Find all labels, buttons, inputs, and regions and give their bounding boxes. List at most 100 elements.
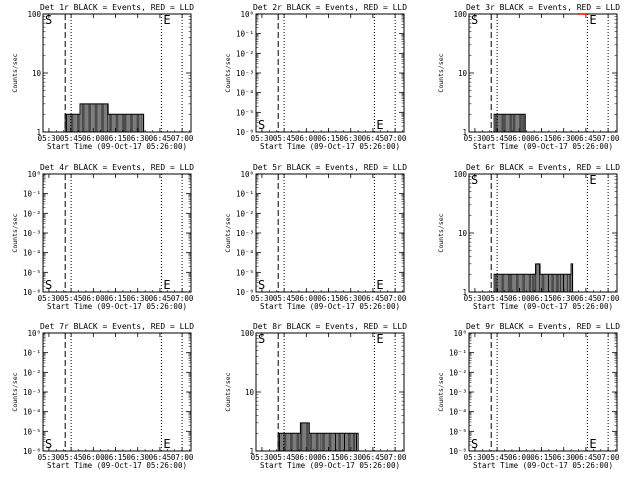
start-marker-label: S	[45, 278, 52, 292]
start-marker-label: S	[258, 332, 265, 346]
x-axis-label: Start Time (09-Oct-17 05:26:00)	[260, 142, 400, 151]
y-tick-label: 10⁻³	[236, 69, 254, 78]
x-tick-label: 05:30	[464, 453, 487, 462]
x-tick-label: 06:00	[508, 294, 531, 303]
y-tick-label: 10⁻²	[23, 368, 41, 377]
x-tick-label: 06:45	[575, 294, 598, 303]
x-axis-label: Start Time (09-Oct-17 05:26:00)	[473, 461, 613, 470]
y-tick-label: 10⁰	[27, 170, 41, 179]
x-tick-label: 06:15	[104, 453, 127, 462]
x-tick-label: 05:45	[486, 453, 509, 462]
y-tick-label: 10⁻²	[449, 368, 467, 377]
panel-det-7: Det 7r BLACK = Events, RED = LLD 05:30 05:…	[11, 322, 194, 470]
y-tick-label: 10⁻⁶	[449, 447, 467, 456]
x-tick-label: 06:15	[104, 134, 127, 143]
x-tick-label: 06:00	[295, 134, 318, 143]
x-tick-label: 06:15	[317, 294, 340, 303]
y-axis-label: Counts/sec	[224, 53, 232, 92]
x-tick-label: 06:30	[339, 453, 362, 462]
x-tick-label: 05:45	[60, 453, 83, 462]
x-tick-label: 06:30	[126, 294, 149, 303]
x-tick-label: 06:45	[575, 134, 598, 143]
y-tick-label: 10⁻³	[23, 388, 41, 397]
panel-title: Det 3r BLACK = Events, RED = LLD	[466, 3, 620, 12]
y-tick-label: 10⁻⁵	[236, 108, 254, 117]
y-tick-label: 10⁻¹	[449, 349, 467, 358]
y-tick-label: 10⁻³	[236, 229, 254, 238]
x-tick-label: 06:15	[530, 134, 553, 143]
end-marker-label: E	[163, 278, 170, 292]
panel-title: Det 8r BLACK = Events, RED = LLD	[253, 322, 407, 331]
x-tick-label: 07:00	[171, 134, 194, 143]
events-series-line	[469, 113, 551, 133]
y-axis-label: Counts/sec	[437, 53, 445, 92]
y-tick-label: 10⁻⁶	[236, 128, 254, 137]
x-tick-label: 05:45	[273, 453, 296, 462]
x-tick-label: 05:30	[38, 134, 61, 143]
y-tick-label: 1	[36, 128, 41, 137]
end-marker-label: E	[163, 13, 170, 27]
y-tick-label: 10⁻⁶	[23, 447, 41, 456]
panel-det-3: Det 3r BLACK = Events, RED = LLD 05:30 05:…	[437, 3, 620, 151]
panel-title: Det 6r BLACK = Events, RED = LLD	[466, 163, 620, 172]
y-tick-label: 10⁻⁴	[23, 249, 41, 258]
y-tick-label: 10⁻⁵	[449, 427, 467, 436]
y-axis-label: Counts/sec	[224, 372, 232, 411]
x-axis-label: Start Time (09-Oct-17 05:26:00)	[47, 142, 187, 151]
y-tick-label: 100	[27, 10, 41, 19]
x-tick-label: 05:45	[486, 134, 509, 143]
panel-title: Det 5r BLACK = Events, RED = LLD	[253, 163, 407, 172]
x-tick-label: 05:30	[38, 294, 61, 303]
x-tick-label: 06:15	[530, 294, 553, 303]
y-axis-label: Counts/sec	[11, 372, 19, 411]
x-tick-label: 06:45	[149, 453, 172, 462]
y-axis-label: Counts/sec	[11, 213, 19, 252]
y-tick-label: 10⁻⁶	[236, 288, 254, 297]
end-marker-label: E	[163, 437, 170, 451]
x-tick-label: 06:15	[317, 134, 340, 143]
y-tick-label: 10⁻²	[236, 209, 254, 218]
x-tick-label: 05:45	[273, 134, 296, 143]
x-tick-label: 06:00	[82, 294, 105, 303]
x-tick-label: 05:45	[60, 294, 83, 303]
y-tick-label: 10⁻⁵	[23, 427, 41, 436]
x-tick-label: 06:00	[82, 453, 105, 462]
x-tick-label: 05:30	[251, 453, 274, 462]
y-tick-label: 10	[458, 229, 468, 238]
x-tick-label: 06:30	[126, 453, 149, 462]
x-tick-label: 05:45	[273, 294, 296, 303]
end-marker-label: E	[376, 332, 383, 346]
y-tick-label: 10	[32, 69, 42, 78]
start-marker-label: S	[471, 173, 478, 187]
x-tick-label: 06:45	[362, 294, 385, 303]
panel-title: Det 9r BLACK = Events, RED = LLD	[466, 322, 620, 331]
y-tick-label: 10	[458, 69, 468, 78]
y-tick-label: 10⁻⁵	[236, 268, 254, 277]
x-tick-label: 05:30	[251, 134, 274, 143]
y-tick-label: 100	[453, 10, 467, 19]
x-tick-label: 06:30	[126, 134, 149, 143]
y-tick-label: 10⁻⁴	[449, 408, 467, 417]
panel-det-5: Det 5r BLACK = Events, RED = LLD 05:30 05:…	[224, 163, 407, 311]
y-tick-label: 10⁻¹	[23, 190, 41, 199]
y-tick-label: 10⁰	[240, 170, 254, 179]
x-tick-label: 05:30	[464, 134, 487, 143]
panel-det-9: Det 9r BLACK = Events, RED = LLD 05:30 05:…	[437, 322, 620, 470]
x-tick-label: 07:00	[597, 453, 620, 462]
y-axis-label: Counts/sec	[11, 53, 19, 92]
start-marker-label: S	[258, 278, 265, 292]
y-tick-label: 10⁻⁴	[236, 89, 254, 98]
events-series-line	[469, 263, 574, 293]
y-tick-label: 10⁰	[453, 329, 467, 338]
panel-det-8: Det 8r BLACK = Events, RED = LLD 05:30 05:…	[224, 322, 407, 470]
start-marker-label: S	[258, 118, 265, 132]
start-marker-label: S	[45, 437, 52, 451]
x-tick-label: 06:45	[149, 134, 172, 143]
x-tick-label: 05:30	[38, 453, 61, 462]
x-tick-label: 07:00	[171, 294, 194, 303]
y-tick-label: 10⁰	[240, 10, 254, 19]
y-tick-label: 1	[462, 288, 467, 297]
y-tick-label: 10⁻¹	[23, 349, 41, 358]
panel-det-4: Det 4r BLACK = Events, RED = LLD 05:30 05:…	[11, 163, 194, 311]
x-axis-label: Start Time (09-Oct-17 05:26:00)	[473, 142, 613, 151]
